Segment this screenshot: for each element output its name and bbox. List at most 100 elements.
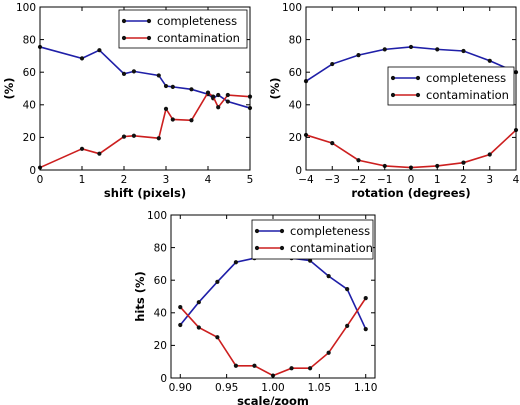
series-line-contamination: [305, 129, 517, 169]
legend-entry: contamination: [157, 31, 240, 45]
series-line-contamination: [39, 91, 251, 169]
data-point: [178, 305, 183, 310]
data-point: [233, 260, 239, 265]
data-point: [189, 87, 194, 92]
y-tick-label: 40: [23, 100, 36, 112]
x-tick-label: 5: [247, 174, 254, 186]
data-point: [461, 48, 466, 54]
data-point: [156, 73, 161, 78]
data-point: [345, 287, 350, 292]
legend-marker: [121, 18, 127, 24]
y-tick-label: 0: [295, 165, 302, 177]
x-axis-label: shift (pixels): [104, 186, 186, 200]
x-tick-label: 3: [163, 174, 170, 186]
legend-box: [387, 66, 515, 106]
y-tick-label: 100: [282, 2, 302, 14]
y-tick-label: 80: [289, 34, 302, 46]
legend-marker: [390, 75, 396, 81]
legend-marker: [415, 75, 421, 81]
series-line-contamination: [179, 297, 367, 377]
x-tick-label: 0: [37, 174, 44, 186]
data-point: [211, 94, 216, 99]
x-tick-label: 1: [79, 174, 86, 186]
x-tick-label: −2: [351, 174, 366, 186]
data-point: [307, 366, 313, 371]
data-point: [131, 133, 137, 138]
data-point: [363, 327, 368, 332]
chart-panel-3: 0.90 0.95 1.00 1.05 1.10 0 20 40 60 80 100 scale/zo…: [133, 210, 377, 405]
data-point: [461, 160, 466, 165]
series-line-completeness: [179, 254, 367, 330]
legend-marker: [146, 35, 152, 41]
y-tick-label: 60: [23, 67, 36, 79]
data-point: [356, 158, 361, 163]
y-axis-label: (%): [2, 77, 16, 99]
x-tick-label: 1: [434, 174, 441, 186]
y-tick-label: 40: [289, 100, 302, 112]
data-point: [156, 136, 161, 141]
x-tick-label: −1: [377, 174, 392, 186]
data-point: [216, 105, 221, 110]
y-tick-label: 20: [23, 132, 36, 144]
x-tick-label: −4: [298, 174, 314, 186]
data-point: [189, 118, 194, 123]
legend-marker: [279, 228, 285, 234]
data-point: [225, 92, 230, 98]
legend-marker: [254, 228, 260, 234]
data-point: [225, 99, 230, 104]
data-point: [363, 296, 368, 301]
legend-entry: completeness: [426, 71, 506, 85]
data-point: [382, 163, 387, 169]
chart-panel-1: 0 1 2 3 4 5 0 20 40 60 80 100 shift (pixels) (%) compl…: [2, 2, 253, 200]
data-point: [487, 152, 492, 157]
legend-entry: completeness: [290, 224, 370, 238]
legend: completeness contamination: [118, 9, 248, 49]
x-tick-label: 3: [486, 174, 493, 186]
y-tick-label: 100: [16, 2, 36, 14]
x-tick-label: −3: [325, 174, 340, 186]
data-point: [163, 106, 169, 111]
legend-entry: completeness: [157, 14, 237, 28]
data-point: [215, 279, 220, 284]
data-point: [178, 322, 183, 328]
y-tick-label: 60: [289, 67, 302, 79]
y-tick-label: 80: [154, 242, 167, 254]
y-axis-label: (%): [268, 77, 282, 99]
x-tick-label: 1.10: [354, 382, 377, 394]
data-point: [97, 151, 102, 156]
x-tick-label: 2: [460, 174, 467, 186]
data-point: [330, 141, 335, 146]
data-point: [307, 258, 313, 263]
legend-marker: [254, 245, 260, 251]
x-tick-label: 0.90: [169, 382, 192, 394]
legend: completeness contamination: [387, 66, 515, 106]
y-tick-label: 20: [154, 340, 167, 352]
data-point: [326, 350, 331, 355]
data-point: [196, 325, 201, 330]
x-tick-label: 1.00: [261, 382, 284, 394]
data-point: [216, 92, 221, 98]
data-point: [196, 300, 201, 305]
data-point: [435, 163, 440, 169]
y-tick-label: 0: [160, 373, 167, 385]
legend: completeness contamination: [251, 219, 374, 260]
data-point: [163, 83, 169, 89]
data-point: [408, 44, 414, 50]
legend-box: [118, 9, 248, 49]
data-point: [326, 274, 331, 279]
data-point: [330, 61, 335, 67]
legend-marker: [146, 18, 152, 24]
y-tick-label: 20: [289, 132, 302, 144]
series-line-completeness: [39, 46, 251, 109]
legend-marker: [121, 35, 127, 41]
x-tick-label: 1.05: [308, 382, 331, 394]
data-point: [252, 363, 257, 368]
data-point: [205, 90, 211, 95]
data-point: [435, 47, 440, 52]
data-point: [170, 84, 175, 89]
x-tick-label: 0.95: [215, 382, 238, 394]
x-tick-label: 4: [205, 174, 212, 186]
data-point: [215, 335, 220, 340]
